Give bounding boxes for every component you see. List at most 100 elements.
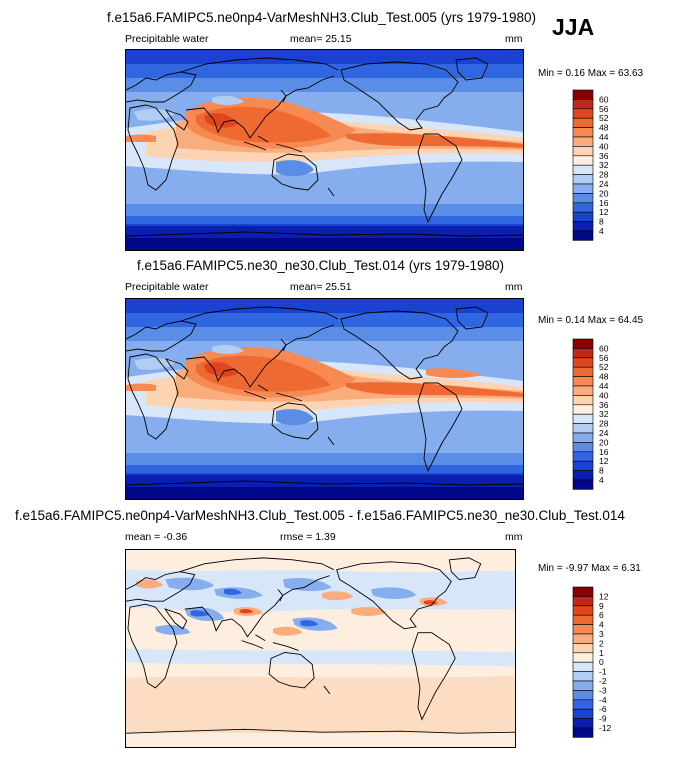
panel2-colorbar-tick-label: 56 bbox=[599, 353, 609, 363]
panel3-colorbar-tick-label: -9 bbox=[599, 714, 607, 724]
panel3-colorbar-swatch bbox=[572, 652, 594, 663]
panel1-title: f.e15a6.FAMIPC5.ne0np4-VarMeshNH3.Club_T… bbox=[107, 10, 536, 25]
panel2-colorbar-tick-label: 24 bbox=[599, 428, 609, 438]
panel2-colorbar-tick-label: 28 bbox=[599, 419, 609, 429]
panel2-map bbox=[125, 298, 524, 500]
panel3-colorbar-swatch bbox=[572, 680, 594, 691]
panel3-colorbar-tick-label: -2 bbox=[599, 676, 607, 686]
panel2-colorbar-tick-label: 48 bbox=[599, 372, 609, 382]
panel1-mean: mean= 25.15 bbox=[290, 33, 352, 45]
panel3-colorbar-swatch bbox=[572, 699, 594, 710]
panel2-map-field bbox=[126, 299, 523, 499]
panel2-colorbar-tick-label: 20 bbox=[599, 437, 609, 447]
panel1-colorbar-tick-label: 24 bbox=[599, 179, 609, 189]
panel3-colorbar-swatch bbox=[572, 690, 594, 701]
panel1-colorbar-tick-label: 32 bbox=[599, 160, 609, 170]
panel3-colorbar-tick-label: 2 bbox=[599, 638, 604, 648]
panel2-colorbar-swatch bbox=[572, 385, 594, 396]
panel2-colorbar-swatch bbox=[572, 395, 594, 406]
panel3-colorbar-swatch bbox=[572, 596, 594, 607]
panel2-colorbar-swatch bbox=[572, 357, 594, 368]
panel1-units: mm bbox=[505, 33, 523, 45]
panel2-colorbar-swatch bbox=[572, 479, 594, 490]
panel1-minmax: Min = 0.16 Max = 63.63 bbox=[538, 68, 644, 79]
panel3-minmax: Min = -9.97 Max = 6.31 bbox=[538, 563, 641, 574]
panel1-colorbar-swatch bbox=[572, 99, 594, 110]
panel1-colorbar-swatch bbox=[572, 164, 594, 175]
panel1-colorbar-swatch bbox=[572, 183, 594, 194]
panel2-variable: Precipitable water bbox=[125, 281, 209, 293]
panel3-units: mm bbox=[505, 531, 523, 543]
panel2-colorbar-tick-label: 40 bbox=[599, 390, 609, 400]
panel1-colorbar: 60 56 52 48 44 40 36 32 28 24 20 16 12 8 4 bbox=[572, 89, 633, 250]
panel1-colorbar-swatch bbox=[572, 117, 594, 128]
panel3-colorbar-tick-label: 1 bbox=[599, 648, 604, 658]
panel2-colorbar-swatch bbox=[572, 338, 594, 349]
panel3-title: f.e15a6.FAMIPC5.ne0np4-VarMeshNH3.Club_T… bbox=[15, 508, 625, 523]
panel1-colorbar-tick-label: 44 bbox=[599, 132, 609, 142]
panel3-colorbar-tick-label: -12 bbox=[599, 723, 612, 733]
panel1-coastlines bbox=[126, 57, 523, 237]
panel3-colorbar-swatch bbox=[572, 718, 594, 729]
panel3-colorbar-swatch bbox=[572, 624, 594, 635]
panel2-colorbar-tick-label: 60 bbox=[599, 343, 609, 353]
panel2-coastlines bbox=[126, 306, 523, 486]
panel2-colorbar-swatch bbox=[572, 348, 594, 359]
panel3-coastlines bbox=[126, 557, 515, 734]
panel1-colorbar-tick-label: 48 bbox=[599, 123, 609, 133]
panel3-mean: mean = -0.36 bbox=[125, 531, 188, 543]
panel2-colorbar-tick-label: 4 bbox=[599, 475, 604, 485]
panel1-colorbar-swatch bbox=[572, 89, 594, 100]
panel2-minmax: Min = 0.14 Max = 64.45 bbox=[538, 315, 644, 326]
panel1-colorbar-tick-label: 60 bbox=[599, 94, 609, 104]
panel3-colorbar-tick-label: 9 bbox=[599, 601, 604, 611]
panel2-colorbar-tick-label: 32 bbox=[599, 409, 609, 419]
panel1-colorbar-tick-label: 20 bbox=[599, 188, 609, 198]
panel3-colorbar-tick-label: 6 bbox=[599, 610, 604, 620]
panel2-colorbar-tick-label: 36 bbox=[599, 400, 609, 410]
panel1-map bbox=[125, 49, 524, 251]
panel1-colorbar-swatch bbox=[572, 146, 594, 157]
panel3-colorbar-tick-label: 12 bbox=[599, 591, 609, 601]
panel2-colorbar-swatch bbox=[572, 423, 594, 434]
panel2-colorbar-swatch bbox=[572, 413, 594, 424]
panel3-colorbar: 12 9 6 4 3 2 1 0 -1 -2 -3 -4 -6 -9 -12 bbox=[572, 586, 633, 747]
panel3-colorbar-tick-label: -6 bbox=[599, 704, 607, 714]
panel1-colorbar-swatch bbox=[572, 211, 594, 222]
panel2-colorbar-swatch bbox=[572, 366, 594, 377]
panel3-colorbar-swatch bbox=[572, 727, 594, 738]
panel1-colorbar-swatch bbox=[572, 136, 594, 147]
panel2-colorbar-tick-label: 16 bbox=[599, 447, 609, 457]
panel1-colorbar-tick-label: 36 bbox=[599, 151, 609, 161]
panel3-colorbar-tick-label: -1 bbox=[599, 667, 607, 677]
panel3-colorbar-swatch bbox=[572, 643, 594, 654]
panel2-colorbar-swatch bbox=[572, 404, 594, 415]
panel2-colorbar-tick-label: 52 bbox=[599, 362, 609, 372]
panel3-colorbar-tick-label: 4 bbox=[599, 620, 604, 630]
panel3-colorbar-swatch bbox=[572, 614, 594, 625]
panel1-colorbar-tick-label: 40 bbox=[599, 141, 609, 151]
panel2-title: f.e15a6.FAMIPC5.ne30_ne30.Club_Test.014 … bbox=[137, 258, 504, 273]
panel2-colorbar-swatch bbox=[572, 451, 594, 462]
panel1-variable: Precipitable water bbox=[125, 33, 209, 45]
panel1-colorbar-swatch bbox=[572, 202, 594, 213]
panel3-colorbar-swatch bbox=[572, 633, 594, 644]
panel2-colorbar-tick-label: 44 bbox=[599, 381, 609, 391]
panel3-map-field bbox=[126, 550, 515, 747]
panel2-colorbar-swatch bbox=[572, 442, 594, 453]
panel2-colorbar-swatch bbox=[572, 376, 594, 387]
panel2-colorbar-tick-label: 12 bbox=[599, 456, 609, 466]
panel1-colorbar-swatch bbox=[572, 155, 594, 166]
panel1-colorbar-swatch bbox=[572, 230, 594, 241]
panel1-colorbar-tick-label: 56 bbox=[599, 104, 609, 114]
panel1-colorbar-tick-label: 28 bbox=[599, 170, 609, 180]
panel1-colorbar-tick-label: 12 bbox=[599, 207, 609, 217]
panel1-colorbar-swatch bbox=[572, 108, 594, 119]
panel3-rmse: rmse = 1.39 bbox=[280, 531, 336, 543]
panel2-colorbar-swatch bbox=[572, 432, 594, 443]
panel3-colorbar-swatch bbox=[572, 661, 594, 672]
panel1-colorbar-swatch bbox=[572, 221, 594, 232]
panel1-colorbar-swatch bbox=[572, 193, 594, 204]
panel3-colorbar-tick-label: -4 bbox=[599, 695, 607, 705]
panel1-colorbar-tick-label: 16 bbox=[599, 198, 609, 208]
